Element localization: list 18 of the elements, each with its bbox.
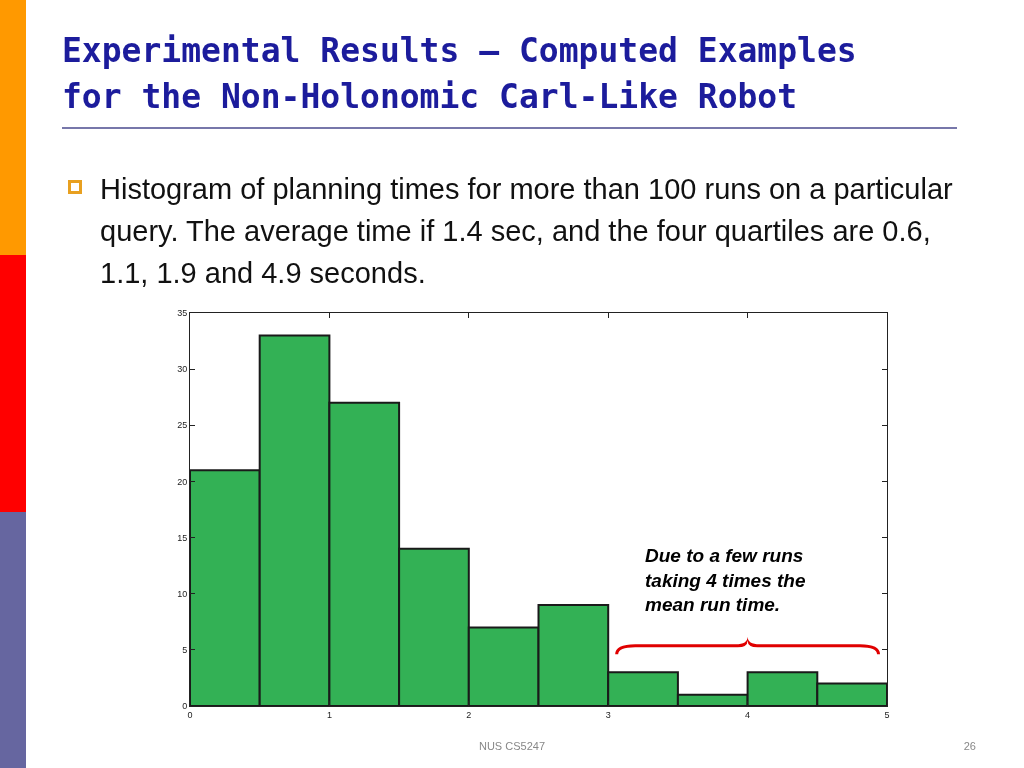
- chart-subtitle: Histogram of planning times for more than 100 runs on a particular query. The average time if 1.4 sec, and the four quartiles are 0.6, 1.1, 1.9 and 4.9 seconds.: [100, 172, 954, 291]
- x-tick-label: 4: [745, 709, 751, 720]
- text: NUS CS5247: [478, 740, 546, 752]
- y-tick-label: 35: [177, 308, 188, 319]
- chart-title: Experimental Results – Computed Examples for the Non-Holonomic Carl-Like Robot: [62, 30, 858, 118]
- y-tick-label: 30: [177, 364, 188, 375]
- y-tick-label: 15: [177, 532, 188, 543]
- y-tick-label: 20: [177, 476, 188, 487]
- y-tick-label: 25: [177, 420, 188, 431]
- y-tick-label: 0: [182, 701, 188, 712]
- y-tick-label: 5: [182, 645, 188, 656]
- annotation: Due to a few runs taking 4 times the mean run time.: [645, 545, 806, 616]
- x-tick-label: 3: [605, 709, 611, 720]
- y-tick-label: 10: [177, 588, 188, 599]
- x-tick-label: 1: [326, 709, 332, 720]
- x-tick-label: 5: [884, 709, 890, 720]
- text: 26: [963, 740, 976, 752]
- x-tick-label: 2: [466, 709, 472, 720]
